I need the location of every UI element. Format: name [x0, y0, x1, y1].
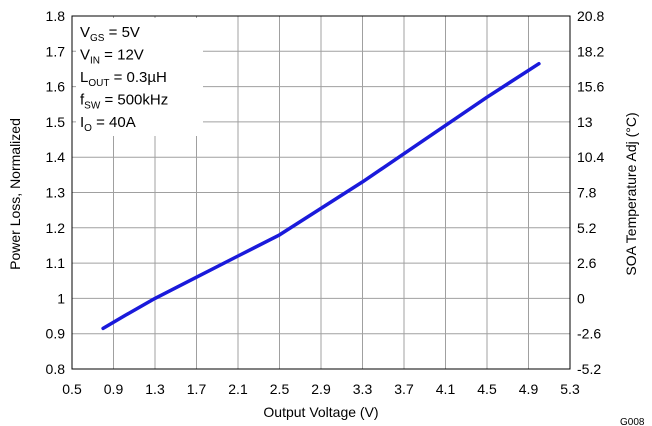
y2-axis-label: SOA Temperature Adj (°C) — [623, 112, 639, 275]
x-tick-label: 4.1 — [436, 381, 456, 397]
y-tick-label: 1.6 — [46, 79, 66, 95]
plot-frame — [71, 15, 571, 370]
x-tick-label: 3.7 — [394, 381, 414, 397]
y-tick-label: 1.2 — [46, 220, 66, 236]
y2-tick-label: 7.8 — [577, 185, 597, 201]
y2-tick-label: 5.2 — [577, 220, 597, 236]
y-tick-label: 1.3 — [46, 185, 66, 201]
figure-id: G008 — [620, 417, 645, 426]
condition-line: VGS = 5V — [80, 24, 140, 44]
x-tick-label: 2.9 — [311, 381, 331, 397]
y2-tick-label: 13 — [577, 114, 593, 130]
x-tick-label: 0.5 — [62, 381, 82, 397]
y-tick-label: 1.8 — [46, 8, 66, 24]
grid-lines — [72, 16, 570, 369]
y2-tick-label: -5.2 — [577, 361, 601, 377]
x-tick-label: 1.7 — [187, 381, 207, 397]
y2-tick-label: -2.6 — [577, 326, 601, 342]
condition-line: LOUT = 0.3µH — [80, 69, 167, 89]
x-tick-label: 2.5 — [270, 381, 290, 397]
y-axis-label: Power Loss, Normalized — [7, 118, 23, 270]
y-tick-label: 0.9 — [46, 326, 66, 342]
condition-line: IO = 40A — [80, 114, 136, 134]
y2-tick-label: 15.6 — [577, 79, 604, 95]
x-tick-label: 5.3 — [560, 381, 580, 397]
y2-tick-label: 18.2 — [577, 43, 604, 59]
x-tick-label: 4.5 — [477, 381, 497, 397]
condition-line: VIN = 12V — [80, 47, 144, 67]
y-tick-labels: 0.8 0.9 1 1.1 1.2 1.3 1.4 1.5 1.6 1.7 1.8 — [46, 8, 66, 377]
condition-line: fSW = 500kHz — [80, 92, 168, 112]
x-axis-label: Output Voltage (V) — [263, 404, 378, 420]
y2-tick-labels: -5.2 -2.6 0 2.6 5.2 7.8 10.4 13 15.6 18.2 20.8 — [577, 8, 604, 377]
y-tick-label: 1 — [57, 290, 65, 306]
y-tick-label: 1.4 — [46, 149, 66, 165]
y-tick-label: 1.7 — [46, 43, 66, 59]
y-tick-label: 0.8 — [46, 361, 66, 377]
y-tick-label: 1.5 — [46, 114, 66, 130]
y2-tick-label: 10.4 — [577, 149, 604, 165]
x-tick-label: 4.9 — [519, 381, 539, 397]
y2-tick-label: 20.8 — [577, 8, 604, 24]
power-loss-line — [101, 61, 541, 331]
y2-tick-label: 0 — [577, 290, 585, 306]
x-tick-labels: 0.5 0.9 1.3 1.7 2.1 2.5 2.9 3.3 3.7 4.1 4.5 4.9 5.3 — [62, 381, 580, 397]
x-tick-label: 3.3 — [353, 381, 373, 397]
legend-background — [76, 18, 203, 136]
series-layer — [101, 61, 541, 331]
y2-tick-label: 2.6 — [577, 255, 597, 271]
x-tick-label: 1.3 — [145, 381, 165, 397]
x-tick-label: 2.1 — [228, 381, 248, 397]
x-tick-label: 0.9 — [104, 381, 124, 397]
y-tick-label: 1.1 — [46, 255, 66, 271]
